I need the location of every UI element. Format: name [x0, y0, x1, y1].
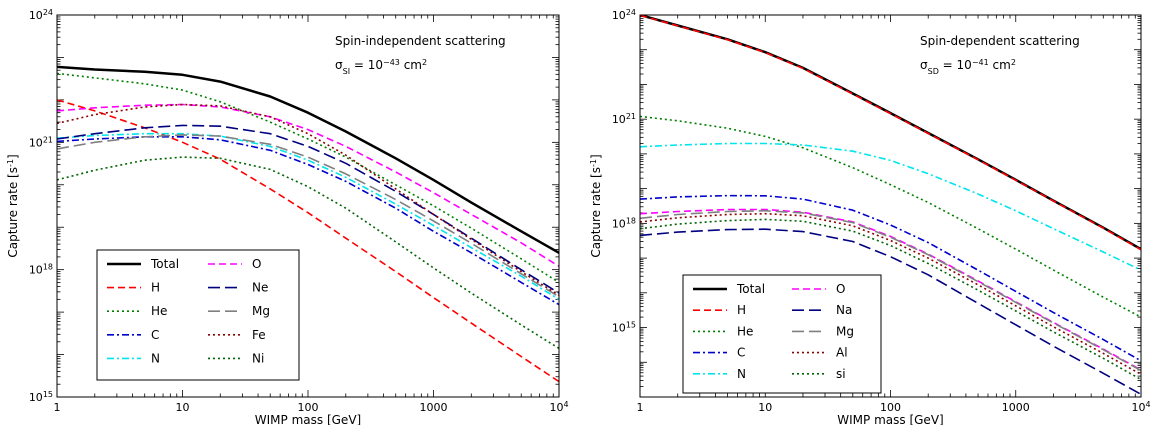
annotation-title: Spin-dependent scattering [920, 34, 1080, 48]
series-line-mg [640, 210, 1141, 372]
legend-label: O [836, 282, 845, 296]
series-line-ne [57, 124, 559, 294]
legend-item-n: N [107, 351, 160, 365]
legend-label: Ni [252, 351, 264, 365]
legend: Total H He CN O Na Mg Al si [682, 274, 882, 394]
legend-label: Mg [836, 324, 854, 338]
legend-label: O [252, 257, 261, 271]
legend-item-he: He [693, 324, 753, 338]
series-line-na [640, 228, 1141, 395]
series-line-c [640, 194, 1141, 362]
plot-frame [56, 14, 560, 398]
legend-item-n: N [693, 367, 746, 381]
series-line-o [57, 103, 559, 267]
series-line-he [640, 115, 1141, 318]
legend: Total H He CN O Ne Mg Fe Ni [96, 249, 300, 381]
x-tick-label: 1 [54, 401, 61, 414]
legend-item-o: O [792, 282, 845, 296]
plot-frame [639, 14, 1142, 398]
legend-label: H [737, 303, 746, 317]
legend-label: N [151, 351, 160, 365]
legend-item-total: Total [693, 282, 765, 296]
legend-label: N [737, 367, 746, 381]
annotation-title: Spin-independent scattering [335, 34, 506, 48]
axis-ticks [56, 14, 559, 398]
legend-item-c: C [107, 328, 159, 342]
legend-item-al: Al [792, 346, 848, 360]
series-line-o [640, 208, 1141, 371]
x-tick-label: 100 [880, 401, 901, 414]
legend-label: Fe [252, 328, 266, 342]
y-tick-label: 1021 [29, 135, 53, 150]
legend-item-fe: Fe [208, 328, 266, 342]
x-tick-label: 104 [549, 400, 568, 415]
x-tick-label: 1 [637, 401, 644, 414]
legend-label: Total [736, 282, 765, 296]
legend-label: He [737, 324, 753, 338]
x-tick-label: 100 [298, 401, 319, 414]
legend-item-he: He [107, 304, 167, 318]
legend-item-c: C [693, 346, 745, 360]
legend-label: Ne [252, 281, 268, 295]
legend-item-mg: Mg [208, 304, 270, 318]
legend-item-mg: Mg [792, 324, 854, 338]
y-tick-label: 1024 [29, 8, 53, 23]
legend-item-o: O [208, 257, 261, 271]
legend-box [682, 274, 882, 394]
legend-label: C [151, 328, 159, 342]
series-line-he [57, 72, 559, 284]
x-tick-label: 104 [1131, 400, 1150, 415]
legend-item-na: Na [792, 303, 852, 317]
legend-box [96, 249, 300, 381]
series-line-h [640, 15, 1141, 251]
legend-item-ni: Ni [208, 351, 264, 365]
y-tick-label: 1015 [612, 320, 636, 335]
legend-item-total: Total [107, 257, 179, 271]
legend-label: He [151, 304, 167, 318]
series-lines [57, 65, 559, 383]
annotation-cross-section: σSI = 10−43 cm2 [335, 58, 427, 76]
legend-label: Mg [252, 304, 270, 318]
x-tick-label: 10 [758, 401, 772, 414]
legend-item-h: H [107, 281, 160, 295]
y-tick-label: 1021 [612, 112, 636, 127]
series-lines [640, 15, 1141, 395]
annotation-cross-section: σSD = 10−41 cm2 [920, 58, 1016, 76]
legend-label: Na [836, 303, 852, 317]
y-tick-label: 1018 [29, 262, 53, 277]
legend-item-h: H [693, 303, 746, 317]
y-axis-label: Capture rate [s-1] [6, 154, 21, 257]
chart-panel-1: 1 10 100 1000 104 1015 1018 1021 1024 WIMP mass [… [6, 8, 569, 425]
x-tick-label: 1000 [1002, 401, 1030, 414]
y-axis-label: Capture rate [s-1] [589, 154, 604, 257]
legend-item-ne: Ne [208, 281, 268, 295]
series-line-mg [57, 134, 559, 298]
y-tick-label: 1024 [612, 8, 636, 23]
series-line-n [57, 132, 559, 300]
legend-label: C [737, 346, 745, 360]
legend-label: Al [836, 346, 848, 360]
x-axis-label: WIMP mass [GeV] [255, 413, 361, 425]
legend-label: si [836, 367, 846, 381]
series-line-total [640, 15, 1141, 251]
x-tick-label: 10 [176, 401, 190, 414]
x-axis-label: WIMP mass [GeV] [837, 413, 943, 425]
series-line-total [57, 65, 559, 254]
chart-panel-2: 1 10 100 1000 104 1015 1018 1021 1024 WIMP mass [… [589, 8, 1151, 425]
axis-ticks [639, 14, 1141, 398]
legend-label: H [151, 281, 160, 295]
x-tick-label: 1000 [420, 401, 448, 414]
legend-label: Total [150, 257, 179, 271]
legend-item-si: si [792, 367, 846, 381]
y-tick-label: 1018 [612, 216, 636, 231]
y-tick-label: 1015 [29, 390, 53, 405]
series-line-c [57, 136, 559, 306]
